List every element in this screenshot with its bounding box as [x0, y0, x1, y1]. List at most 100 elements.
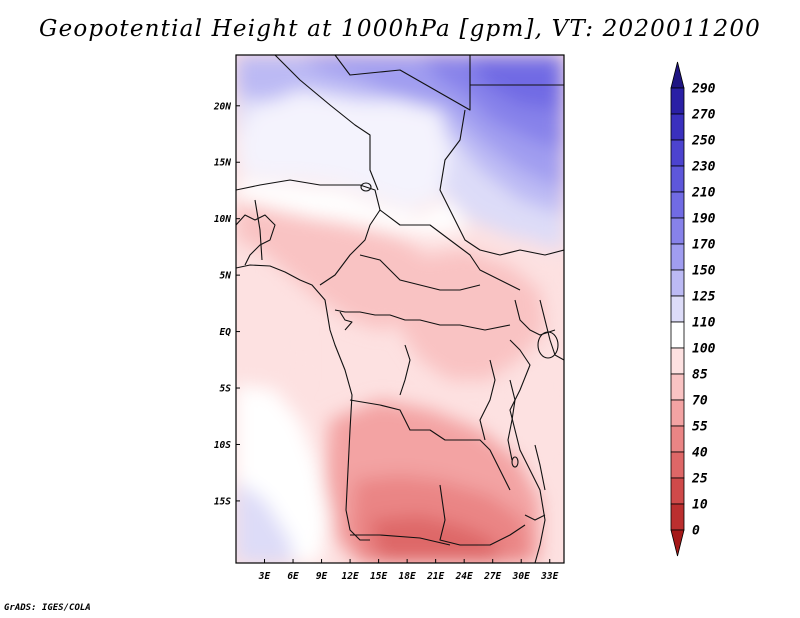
- y-tick-label: 15S: [214, 496, 231, 507]
- colorbar-box: [670, 399, 685, 427]
- x-tick-label: 12E: [342, 571, 359, 582]
- y-tick-label: EQ: [220, 327, 232, 338]
- x-tick-label: 9E: [316, 571, 328, 582]
- lakes: [360, 182, 559, 521]
- region-85-100-northeast: [470, 230, 564, 300]
- x-tick-label: 6E: [287, 571, 299, 582]
- region-125-150-southwest: [236, 480, 295, 563]
- y-tick-label: 10N: [214, 214, 231, 225]
- colorbar-box: [670, 451, 685, 479]
- y-tick-label: 5S: [220, 384, 232, 395]
- x-tick-label: 27E: [483, 571, 501, 582]
- colorbar-box: [670, 165, 685, 193]
- colorbar-label: 55: [692, 420, 708, 435]
- colorbar-label: 0: [692, 524, 700, 539]
- field-regions: [236, 55, 564, 563]
- grads-credit: GrADS: IGES/COLA: [4, 603, 91, 613]
- colorbar-box: [670, 503, 685, 531]
- lake-tanganyika: [507, 379, 516, 461]
- x-tick-label: 18E: [399, 571, 416, 582]
- colorbar-label: 125: [692, 290, 716, 305]
- border-zambia-south: [439, 484, 526, 546]
- colorbar-box: [670, 191, 685, 219]
- region-85-100-west: [236, 250, 300, 390]
- colorbar-label: 85: [692, 368, 708, 383]
- border-mali-niger: [254, 199, 263, 261]
- y-tick-label: 20N: [213, 101, 231, 112]
- colorbar-label: 110: [692, 316, 716, 331]
- lake-kariba: [524, 514, 546, 521]
- border-car-south: [359, 254, 481, 291]
- border-libya: [334, 55, 471, 111]
- map-frame: [235, 54, 565, 564]
- border-uganda-kenya: [514, 299, 556, 336]
- x-tick-label: 24E: [455, 571, 473, 582]
- colorbar-label: 230: [691, 160, 716, 175]
- y-tick-label: 5N: [220, 271, 232, 282]
- x-tick-label: 3E: [258, 571, 271, 582]
- colorbar-box: [670, 139, 685, 167]
- colorbar-box: [670, 269, 685, 297]
- x-axis: 3E 6E 9E 12E 15E 18E 21E 24E 27E 30E 33E: [258, 559, 559, 582]
- border-west-africa: [236, 214, 276, 266]
- y-axis: 20N 15N 10N 5N EQ 5S 10S 15S: [213, 101, 240, 507]
- lake-malawi: [534, 444, 546, 491]
- country-borders: [236, 55, 564, 563]
- lake-mweru: [511, 456, 519, 468]
- colorbar-label: 40: [692, 446, 708, 461]
- border-niger-north: [274, 55, 379, 191]
- chart-title: Geopotential Height at 1000hPa [gpm], VT…: [39, 16, 761, 42]
- border-angola-drc: [349, 399, 511, 491]
- border-sahel: [236, 179, 381, 286]
- colorbar-label: 70: [692, 394, 708, 409]
- x-tick-label: 21E: [426, 571, 444, 582]
- colorbar-box: [670, 113, 685, 141]
- colorbar-box: [670, 321, 685, 349]
- region-100-110: [236, 180, 470, 235]
- region-85-100-east: [500, 360, 564, 480]
- lake-chad: [360, 182, 372, 192]
- colorbar-label: 190: [692, 212, 716, 227]
- colorbar-label: 25: [691, 472, 708, 487]
- border-ethiopia: [539, 299, 564, 361]
- colorbar-label: 270: [691, 108, 716, 123]
- colorbar-label: 210: [691, 186, 716, 201]
- border-gabon: [339, 311, 353, 331]
- colorbar-box: [670, 425, 685, 453]
- colorbar-label: 150: [692, 264, 716, 279]
- border-drc-interior: [399, 344, 411, 396]
- colorbar: 2902702502302101901701501251101008570554…: [670, 61, 716, 557]
- colorbar-box: [670, 373, 685, 401]
- border-chad-sudan: [439, 109, 564, 256]
- colorbar-label: 250: [691, 134, 716, 149]
- lake-victoria: [537, 331, 559, 359]
- atlantic-coastline: [236, 264, 370, 541]
- x-tick-label: 30E: [512, 571, 530, 582]
- border-congo-north: [334, 309, 511, 331]
- colorbar-box: [670, 347, 685, 375]
- region-25-40: [370, 515, 500, 563]
- border-tanzania: [479, 359, 496, 441]
- x-tick-label: 15E: [370, 571, 387, 582]
- colorbar-box: [670, 87, 685, 115]
- colorbar-top-triangle: [670, 61, 685, 89]
- region-230-250: [470, 58, 560, 110]
- y-tick-label: 15N: [214, 158, 231, 169]
- colorbar-box: [670, 243, 685, 271]
- border-car-north: [379, 209, 521, 291]
- colorbar-box: [670, 217, 685, 245]
- colorbar-label: 10: [692, 498, 708, 513]
- colorbar-label: 290: [691, 82, 716, 97]
- geopotential-field: [236, 55, 564, 563]
- border-namibia-north: [350, 534, 451, 546]
- colorbar-bottom-triangle: [670, 529, 685, 557]
- colorbar-box: [670, 477, 685, 505]
- region-70-85-central: [395, 250, 545, 380]
- colorbar-box: [670, 295, 685, 323]
- x-tick-label: 33E: [540, 571, 558, 582]
- y-tick-label: 10S: [214, 440, 231, 451]
- colorbar-label: 100: [692, 342, 716, 357]
- region-70-85-gulf: [236, 200, 430, 330]
- border-east-africa: [509, 339, 546, 563]
